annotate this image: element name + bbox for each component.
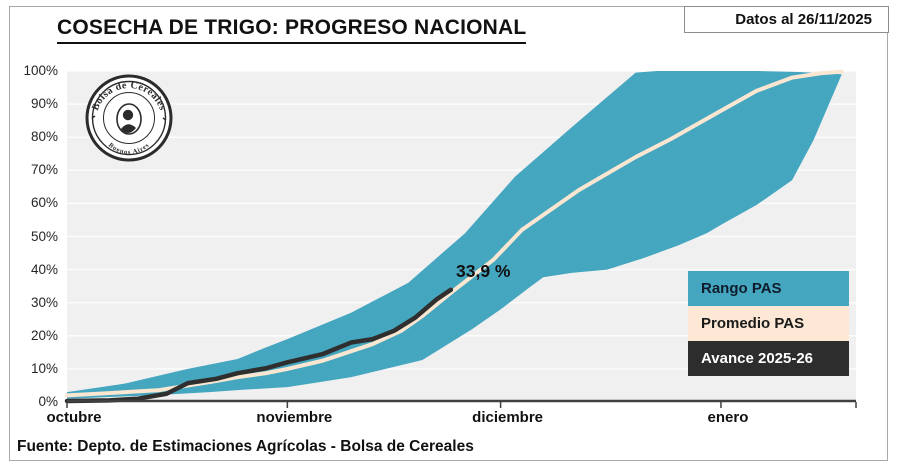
- bolsa-de-cereales-logo: Bolsa de Cereales Buenos Aires: [85, 74, 173, 162]
- y-axis-label-90: 90%: [30, 96, 58, 112]
- y-axis-label-100: 100%: [23, 63, 58, 78]
- legend-item-promedio-pas: Promedio PAS: [688, 306, 849, 341]
- y-axis-label-0: 0%: [38, 394, 58, 409]
- y-axis-label-60: 60%: [30, 195, 58, 211]
- current-progress-annotation: 33,9 %: [456, 261, 511, 281]
- logo-portrait-bust: [121, 124, 136, 133]
- y-axis-label-50: 50%: [30, 228, 58, 244]
- data-as-of-badge: Datos al 26/11/2025: [684, 6, 889, 33]
- chart-legend: Rango PAS Promedio PAS Avance 2025-26: [688, 271, 849, 376]
- legend-item-avance-2025-26: Avance 2025-26: [688, 341, 849, 376]
- x-axis-label-enero: enero: [707, 409, 749, 426]
- legend-item-rango-pas: Rango PAS: [688, 271, 849, 306]
- x-axis-label-noviembre: noviembre: [256, 409, 333, 426]
- y-axis-label-10: 10%: [30, 360, 58, 376]
- x-axis-label-octubre: octubre: [46, 409, 102, 426]
- page-title: COSECHA DE TRIGO: PROGRESO NACIONAL: [57, 16, 527, 44]
- promedio-pas-line: [65, 69, 844, 398]
- x-axis-label-diciembre: diciembre: [472, 409, 544, 426]
- avance-2025-26-line: [64, 287, 454, 404]
- y-axis-label-30: 30%: [30, 294, 58, 310]
- logo-laurel-marks: [91, 115, 167, 121]
- y-axis-label-70: 70%: [30, 162, 58, 178]
- y-axis-label-20: 20%: [30, 327, 58, 343]
- source-note: Fuente: Depto. de Estimaciones Agrícolas…: [17, 438, 474, 455]
- y-axis-label-80: 80%: [30, 129, 58, 145]
- y-axis-label-40: 40%: [30, 261, 58, 277]
- logo-portrait-head: [122, 109, 134, 121]
